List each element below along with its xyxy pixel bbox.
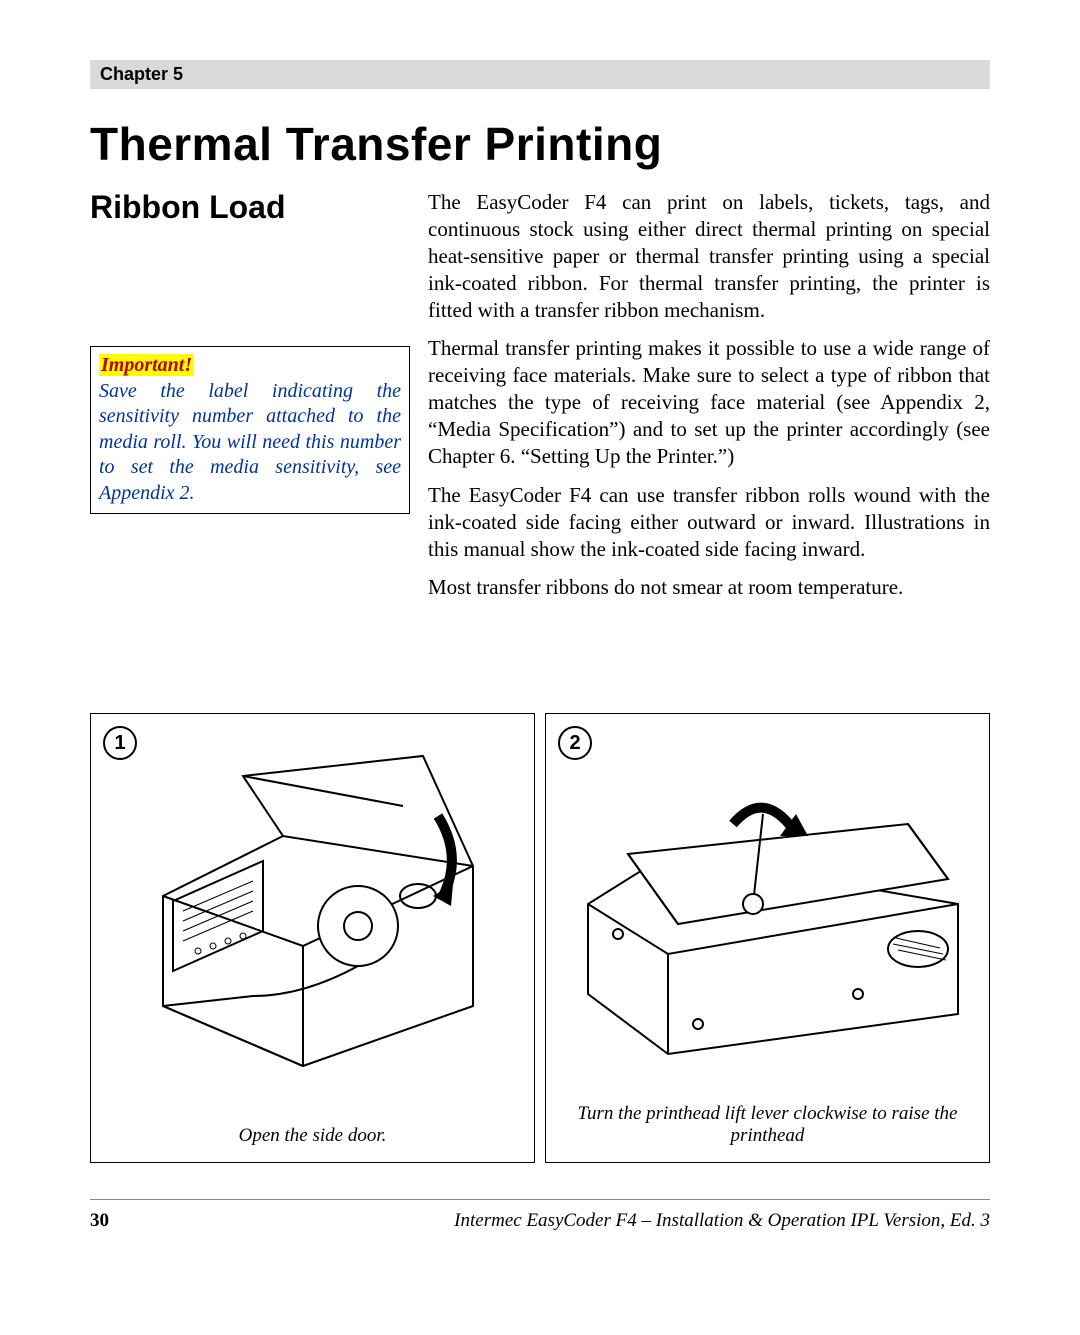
footer-rule	[90, 1199, 990, 1200]
page-number: 30	[90, 1210, 109, 1232]
left-column: Ribbon Load Important! Save the label in…	[90, 189, 410, 514]
figure-caption: Turn the printhead lift lever clockwise …	[546, 1095, 989, 1163]
page-title: Thermal Transfer Printing	[90, 117, 990, 171]
page-footer: 30 Intermec EasyCoder F4 – Installation …	[90, 1210, 990, 1232]
step-number: 2	[569, 732, 580, 755]
figure-1: 1	[90, 713, 535, 1163]
body-paragraph: The EasyCoder F4 can use transfer ribbon…	[428, 482, 990, 563]
important-label: Important!	[99, 354, 194, 376]
printer-open-door-illustration	[91, 714, 534, 1117]
chapter-bar: Chapter 5	[90, 60, 990, 89]
important-body: Save the label indicating the sensitivit…	[99, 380, 401, 504]
page: Chapter 5 Thermal Transfer Printing Ribb…	[0, 0, 1080, 1272]
two-column-layout: Ribbon Load Important! Save the label in…	[90, 189, 990, 613]
body-paragraph: Most transfer ribbons do not smear at ro…	[428, 574, 990, 601]
right-column: The EasyCoder F4 can print on labels, ti…	[428, 189, 990, 613]
footer-document-title: Intermec EasyCoder F4 – Installation & O…	[454, 1210, 990, 1232]
figure-2: 2	[545, 713, 990, 1163]
step-number-circle: 2	[558, 726, 592, 760]
printhead-lever-illustration	[546, 714, 989, 1094]
body-paragraph: The EasyCoder F4 can print on labels, ti…	[428, 189, 990, 323]
step-number-circle: 1	[103, 726, 137, 760]
figure-row: 1	[90, 713, 990, 1163]
step-number: 1	[114, 732, 125, 755]
section-subtitle: Ribbon Load	[90, 189, 410, 226]
important-box: Important! Save the label indicating the…	[90, 346, 410, 514]
body-paragraph: Thermal transfer printing makes it possi…	[428, 335, 990, 469]
figure-caption: Open the side door.	[91, 1117, 534, 1162]
chapter-label: Chapter 5	[100, 64, 183, 84]
